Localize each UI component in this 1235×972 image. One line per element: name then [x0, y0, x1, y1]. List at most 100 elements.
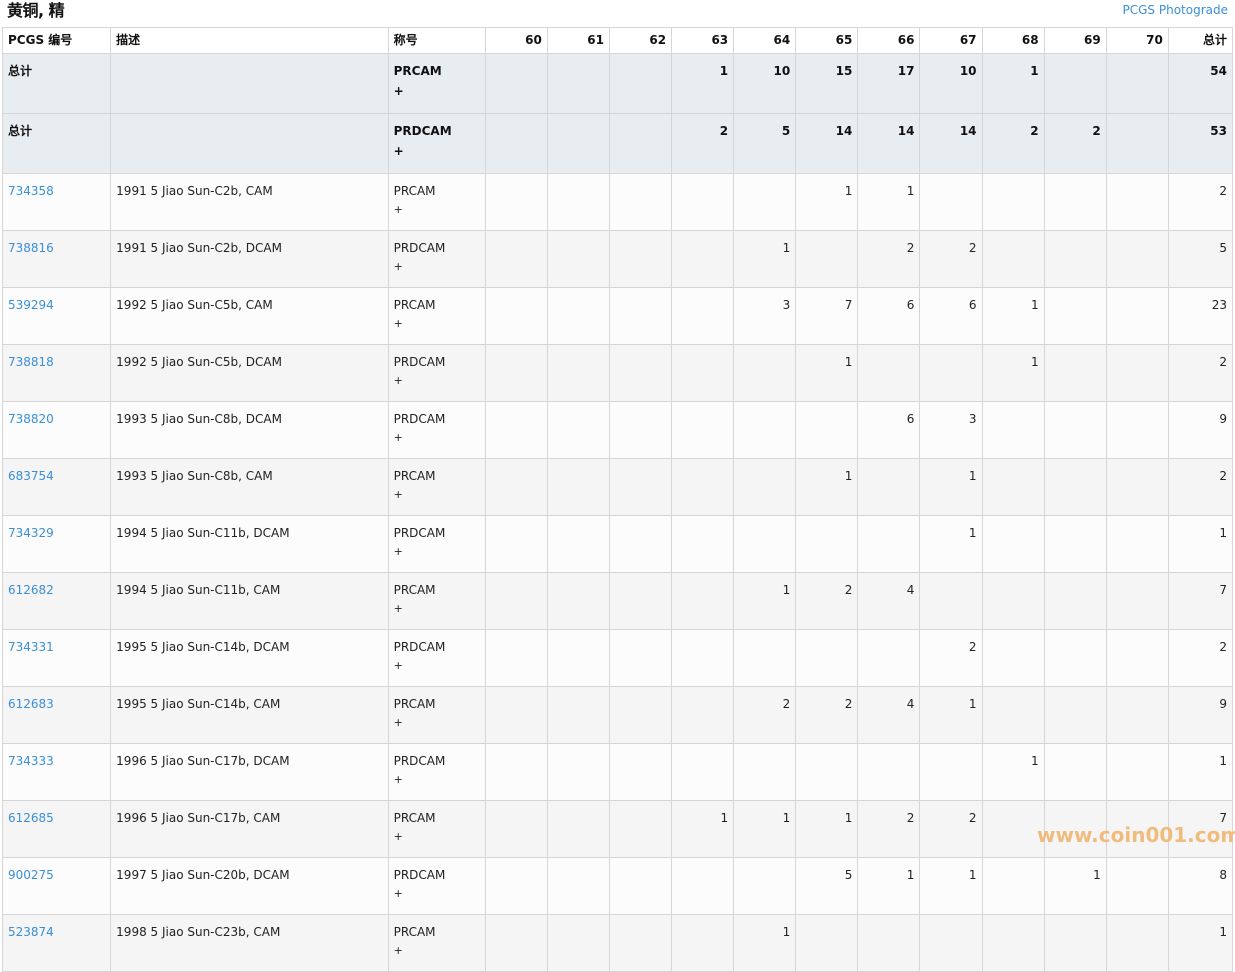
grade-count-cell: [546, 686, 610, 744]
grade-count-cell: 1: [981, 287, 1045, 345]
grade-count-cell: [546, 800, 610, 858]
description-cell: 1994 5 Jiao Sun-C11b, DCAM: [110, 515, 389, 573]
grade-count-cell: [733, 173, 797, 231]
table-row: 734333 1996 5 Jiao Sun-C17b, DCAM PRDCAM + 1…: [1, 743, 1234, 801]
pcgs-no-link[interactable]: 738820: [8, 412, 54, 426]
grade-count-cell: 1: [857, 173, 921, 231]
grade-count-cell: [608, 686, 673, 744]
pcgs-no-link[interactable]: 734329: [8, 526, 54, 540]
grade-count-cell: [857, 515, 921, 573]
row-total-cell: 7: [1167, 572, 1234, 630]
grade-count-cell: [733, 458, 797, 516]
grade-count-cell: 2: [1043, 113, 1107, 174]
designation-text: PRCAM: [393, 697, 436, 711]
description-cell: 1992 5 Jiao Sun-C5b, DCAM: [110, 344, 389, 402]
grade-count-cell: 6: [857, 401, 921, 459]
pcgs-no-link[interactable]: 539294: [8, 298, 54, 312]
table-row: 738816 1991 5 Jiao Sun-C2b, DCAM PRDCAM +1 2…: [1, 230, 1234, 288]
grade-count-cell: [1043, 173, 1107, 231]
grade-count-cell: 1: [919, 458, 983, 516]
pcgs-no-link[interactable]: 738818: [8, 355, 54, 369]
grade-count-cell: 1: [919, 857, 983, 915]
table-row: 900275 1997 5 Jiao Sun-C20b, DCAM PRDCAM +5…: [1, 857, 1234, 915]
grade-count-cell: [608, 458, 673, 516]
grade-count-cell: [608, 113, 673, 174]
grade-count-cell: [1043, 515, 1107, 573]
grade-count-cell: 1: [795, 344, 859, 402]
designation-plus: +: [393, 887, 403, 900]
photograde-link[interactable]: PCGS Photograde: [1122, 3, 1228, 17]
header-designation: 称号: [387, 27, 486, 54]
grade-count-cell: 4: [857, 686, 921, 744]
pcgs-no-cell: 612685: [1, 800, 112, 858]
grade-count-cell: 1: [733, 230, 797, 288]
designation-cell: PRCAM +: [387, 287, 486, 345]
table-row: 612682 1994 5 Jiao Sun-C11b, CAM PRCAM +1 2 4…: [1, 572, 1234, 630]
grade-count-cell: 6: [919, 287, 983, 345]
grade-count-cell: [484, 686, 548, 744]
pcgs-no-link[interactable]: 900275: [8, 868, 54, 882]
grade-count-cell: 14: [795, 113, 859, 174]
grade-count-cell: 2: [857, 230, 921, 288]
grade-count-cell: [733, 857, 797, 915]
header-grade: 67: [919, 27, 983, 54]
pcgs-no-link[interactable]: 612685: [8, 811, 54, 825]
pcgs-no-link[interactable]: 738816: [8, 241, 54, 255]
grade-count-cell: 1: [795, 458, 859, 516]
grade-count-cell: 2: [919, 800, 983, 858]
designation-cell: PRDCAM +: [387, 515, 486, 573]
designation-plus: +: [393, 374, 403, 387]
row-total-cell: 1: [1167, 515, 1234, 573]
header-grade: 62: [608, 27, 673, 54]
grade-count-cell: [608, 287, 673, 345]
totals-description-cell: [110, 113, 389, 174]
grade-count-cell: [981, 401, 1045, 459]
grade-count-cell: [484, 743, 548, 801]
grade-count-cell: [546, 344, 610, 402]
pcgs-no-link[interactable]: 612683: [8, 697, 54, 711]
grade-count-cell: [919, 743, 983, 801]
description-cell: 1991 5 Jiao Sun-C2b, DCAM: [110, 230, 389, 288]
designation-cell: PRCAM +: [387, 458, 486, 516]
designation-text: PRDCAM: [393, 526, 446, 540]
pcgs-no-link[interactable]: 683754: [8, 469, 54, 483]
row-total-cell: 5: [1167, 230, 1234, 288]
designation-plus: +: [393, 545, 403, 558]
grade-count-cell: [671, 401, 735, 459]
header-total: 总计: [1167, 27, 1234, 54]
description-cell: 1991 5 Jiao Sun-C2b, CAM: [110, 173, 389, 231]
description-cell: 1998 5 Jiao Sun-C23b, CAM: [110, 914, 389, 972]
row-total-cell: 8: [1167, 857, 1234, 915]
grade-count-cell: [608, 857, 673, 915]
grade-count-cell: 1: [795, 173, 859, 231]
grade-count-cell: [1105, 743, 1169, 801]
grade-count-cell: [1105, 53, 1169, 114]
designation-plus: +: [393, 659, 403, 672]
description-cell: 1994 5 Jiao Sun-C11b, CAM: [110, 572, 389, 630]
pcgs-no-link[interactable]: 734333: [8, 754, 54, 768]
designation-cell: PRDCAM +: [387, 743, 486, 801]
grade-count-cell: [1105, 629, 1169, 687]
pcgs-no-link[interactable]: 523874: [8, 925, 54, 939]
grade-count-cell: [1043, 914, 1107, 972]
pcgs-no-link[interactable]: 734358: [8, 184, 54, 198]
pcgs-no-link[interactable]: 734331: [8, 640, 54, 654]
grade-count-cell: [671, 914, 735, 972]
description-cell: 1996 5 Jiao Sun-C17b, CAM: [110, 800, 389, 858]
grade-count-cell: [608, 629, 673, 687]
grade-count-cell: [671, 230, 735, 288]
grade-count-cell: 1: [733, 800, 797, 858]
grade-count-cell: 4: [857, 572, 921, 630]
grade-count-cell: [546, 401, 610, 459]
grade-count-cell: 1: [981, 743, 1045, 801]
description-cell: 1996 5 Jiao Sun-C17b, DCAM: [110, 743, 389, 801]
grade-count-cell: 15: [795, 53, 859, 114]
header-grade: 66: [857, 27, 921, 54]
totals-description-cell: [110, 53, 389, 114]
grade-count-cell: [608, 344, 673, 402]
pcgs-no-cell: 900275: [1, 857, 112, 915]
designation-cell: PRCAM +: [387, 686, 486, 744]
grade-count-cell: 5: [795, 857, 859, 915]
pcgs-no-link[interactable]: 612682: [8, 583, 54, 597]
grade-count-cell: [608, 515, 673, 573]
